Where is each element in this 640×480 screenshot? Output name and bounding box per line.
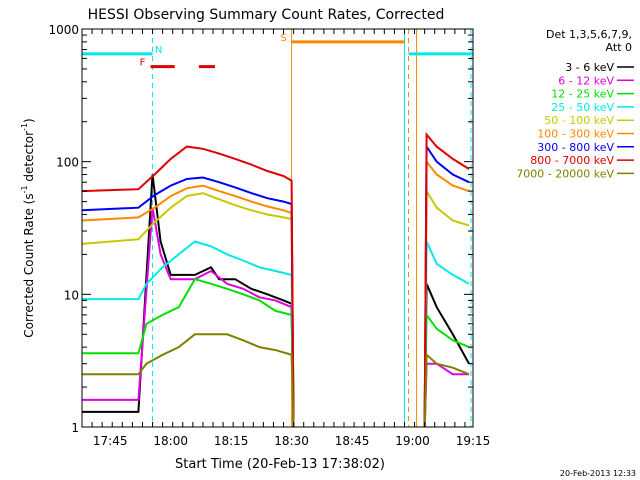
legend-header-detectors: Det 1,3,5,6,7,9,: [546, 28, 632, 41]
legend-label-3: 25 - 50 keV: [551, 101, 614, 114]
flag-label-F: F: [140, 58, 146, 69]
legend-label-2: 12 - 25 keV: [551, 88, 614, 101]
legend-label-0: 3 - 6 keV: [565, 61, 614, 74]
series-1: [82, 207, 469, 427]
x-tick-label-6: 19:15: [456, 434, 491, 448]
x-tick-label-2: 18:15: [214, 434, 249, 448]
flag-label-N: N: [155, 45, 162, 56]
legend-label-4: 50 - 100 keV: [544, 114, 614, 127]
series-2: [82, 278, 470, 427]
series-line-2: [82, 278, 470, 427]
series-line-1: [82, 207, 469, 427]
series-0: [82, 174, 470, 427]
plot-area: NF S: [81, 28, 474, 428]
y-tick-label-1: 10: [64, 288, 79, 302]
series-line-5: [82, 158, 470, 427]
x-axis-label: Start Time (20-Feb-13 17:38:02): [175, 457, 385, 472]
series-line-3: [82, 240, 470, 427]
series-line-7: [82, 131, 470, 427]
y-tick-label-2: 100: [56, 156, 79, 170]
series-7: [82, 131, 470, 427]
y-axis-label-exp1: -1: [20, 185, 29, 193]
series-line-4: [82, 187, 470, 427]
x-tick-label-0: 17:45: [93, 434, 128, 448]
y-tick-label-3: 1000: [48, 23, 79, 37]
flag-label-S: S: [280, 33, 286, 44]
y-axis-label-mid: detector: [22, 131, 36, 186]
x-axis: 17:45 18:00 18:15 18:30 18:45 19:00 19:15: [81, 29, 491, 448]
legend-label-5: 100 - 300 keV: [537, 128, 614, 141]
series-5: [82, 158, 470, 427]
y-axis-label-exp2: -1: [20, 123, 29, 131]
legend-label-7: 800 - 7000 keV: [530, 154, 614, 167]
series-6: [82, 143, 470, 427]
legend-header-attenuator: Att 0: [606, 41, 632, 54]
series-3: [82, 240, 470, 427]
x-tick-label-4: 18:45: [335, 434, 370, 448]
y-axis-label: Corrected Count Rate (s-1 detector-1): [20, 118, 36, 337]
series-8: [82, 333, 470, 427]
date-stamp: 20-Feb-2013 12:33: [560, 469, 636, 478]
y-axis-label-end: ): [22, 118, 36, 123]
y-tick-label-0: 1: [71, 421, 79, 435]
series-line-8: [82, 333, 470, 427]
y-axis: 1 10 100 1000: [48, 23, 473, 435]
series-line-0: [82, 174, 470, 427]
series-line-6: [82, 143, 470, 427]
x-tick-label-5: 19:00: [395, 434, 430, 448]
series-4: [82, 187, 470, 427]
x-tick-label-1: 18:00: [153, 434, 188, 448]
legend-label-8: 7000 - 20000 keV: [516, 167, 614, 180]
legend-label-1: 6 - 12 keV: [558, 74, 614, 87]
x-tick-label-3: 18:30: [274, 434, 309, 448]
y-axis-label-main: Corrected Count Rate (s: [22, 193, 36, 337]
chart-title: HESSI Observing Summary Count Rates, Cor…: [88, 7, 445, 23]
plot-frame: [81, 28, 474, 428]
legend-label-6: 300 - 800 keV: [537, 141, 614, 154]
